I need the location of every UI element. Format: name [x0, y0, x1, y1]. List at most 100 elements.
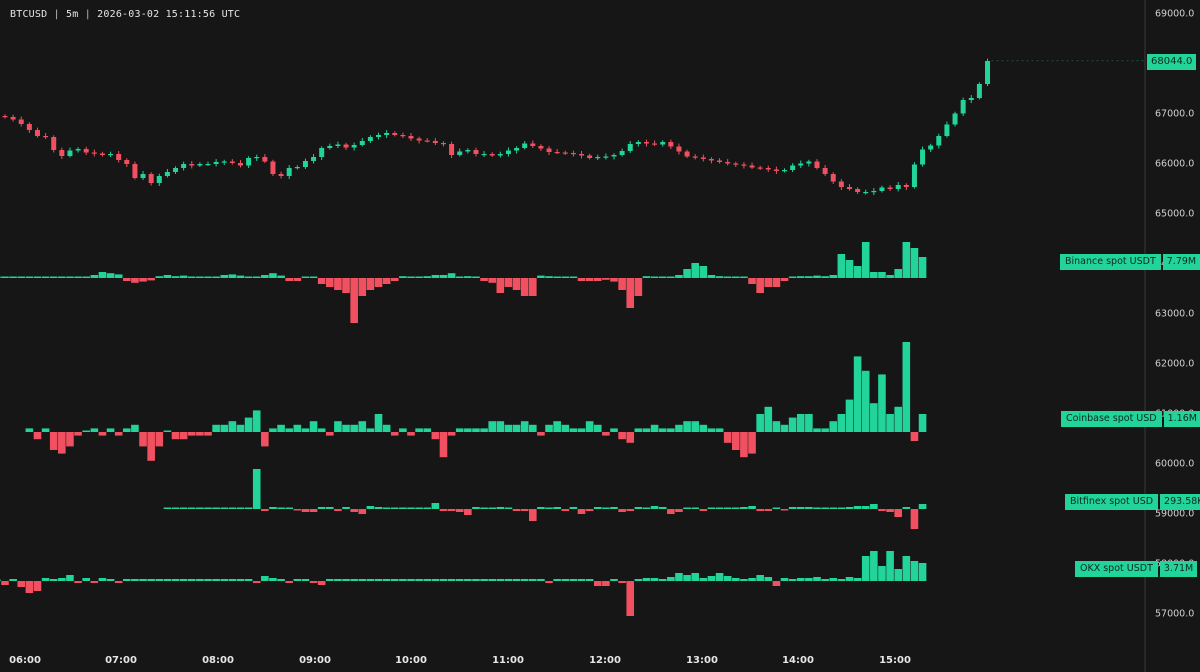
candle-body: [99, 153, 105, 155]
volume-bar-bitfinex: [569, 507, 578, 509]
volume-bar-binance: [212, 276, 220, 278]
volume-bar-bitfinex: [529, 509, 537, 521]
candle-body: [205, 164, 211, 166]
candle-body: [148, 174, 154, 183]
volume-bar-okx: [780, 578, 789, 581]
volume-bar-okx: [179, 579, 188, 581]
candle-body: [286, 168, 292, 176]
candle-body: [700, 157, 706, 159]
volume-bar-binance: [634, 278, 643, 296]
volume-bar-coinbase: [171, 432, 180, 440]
symbol-label: BTCUSD: [10, 9, 48, 20]
candle-body: [302, 161, 308, 167]
volume-bar-coinbase: [593, 424, 602, 432]
volume-bar-bitfinex: [626, 509, 635, 511]
candle-body: [570, 153, 576, 155]
volume-bar-coinbase: [667, 428, 675, 432]
volume-bar-coinbase: [764, 406, 773, 432]
candle-body: [124, 160, 130, 164]
volume-bar-bitfinex: [447, 509, 456, 511]
series-label-bitfinex: Bitfinex spot USD 293.58K: [1065, 494, 1200, 510]
volume-bar-okx: [407, 579, 415, 581]
volume-bar-bitfinex: [577, 509, 586, 514]
volume-bar-coinbase: [894, 406, 902, 432]
volume-bar-binance: [196, 276, 204, 278]
volume-bar-binance: [399, 276, 407, 278]
volume-bar-coinbase: [723, 432, 732, 443]
volume-bar-binance: [285, 278, 293, 281]
volume-bar-binance: [683, 269, 691, 278]
volume-bar-coinbase: [480, 428, 488, 432]
volume-bar-okx: [204, 579, 212, 581]
price-tick-label: 60000.0: [1155, 459, 1194, 470]
volume-bar-okx: [748, 578, 756, 581]
volume-bar-coinbase: [642, 428, 651, 432]
volume-bar-bitfinex: [821, 507, 829, 509]
volume-bar-coinbase: [204, 432, 212, 436]
volume-bar-coinbase: [293, 424, 302, 432]
volume-bar-bitfinex: [650, 506, 659, 509]
volume-bar-okx: [813, 577, 821, 581]
candle-body: [611, 155, 617, 157]
volume-bar-binance: [878, 272, 886, 278]
volume-bar-okx: [642, 578, 651, 581]
candle-body: [10, 117, 16, 120]
volume-bar-okx: [732, 578, 740, 581]
volume-bar-coinbase: [82, 430, 90, 432]
candle-body: [311, 157, 317, 161]
volume-bar-bitfinex: [561, 509, 570, 511]
volume-bar-binance: [163, 275, 172, 278]
volume-bar-okx: [309, 581, 318, 583]
volume-bar-okx: [228, 579, 237, 581]
series-value: 293.58K: [1160, 494, 1200, 510]
time-tick-label: 08:00: [202, 655, 234, 666]
series-name: Binance spot USDT: [1060, 254, 1161, 270]
volume-bar-binance: [74, 276, 82, 278]
volume-bar-okx: [577, 579, 586, 581]
volume-bar-okx: [837, 579, 846, 581]
volume-bar-okx: [504, 579, 513, 581]
volume-bar-bitfinex: [642, 507, 651, 509]
candle-body: [2, 116, 8, 118]
candle-body: [587, 155, 593, 158]
volume-bar-binance: [870, 272, 878, 278]
candle-body: [708, 159, 714, 161]
volume-bar-bitfinex: [317, 507, 326, 509]
candle-body: [278, 174, 284, 176]
volume-bar-okx: [261, 576, 269, 581]
volume-bar-coinbase: [837, 414, 846, 432]
volume-bar-okx: [699, 578, 708, 581]
volume-bar-coinbase: [179, 432, 188, 440]
volume-bar-coinbase: [675, 424, 683, 432]
candle-body: [676, 146, 682, 152]
volume-bar-coinbase: [350, 424, 358, 432]
volume-bar-bitfinex: [269, 507, 277, 509]
volume-bar-okx: [569, 579, 578, 581]
volume-bar-binance: [17, 276, 26, 278]
volume-bar-okx: [650, 578, 659, 581]
volume-bar-binance: [98, 272, 107, 278]
volume-bar-binance: [512, 278, 521, 290]
volume-bar-binance: [49, 276, 58, 278]
volume-bar-coinbase: [382, 424, 391, 432]
volume-bar-binance: [9, 276, 17, 278]
candle-body: [814, 161, 820, 168]
volume-bar-bitfinex: [902, 507, 911, 509]
volume-bar-bitfinex: [244, 507, 253, 509]
candle-body: [871, 191, 877, 193]
candle-body: [424, 140, 430, 142]
candle-body: [91, 152, 97, 154]
volume-bar-bitfinex: [715, 507, 724, 509]
volume-bar-bitfinex: [496, 507, 505, 509]
volume-bar-coinbase: [252, 410, 261, 432]
volume-bar-binance: [423, 276, 432, 278]
volume-bar-binance: [910, 248, 919, 278]
volume-bar-binance: [569, 276, 578, 278]
volume-bar-bitfinex: [187, 507, 196, 509]
interval-label[interactable]: 5m: [66, 9, 79, 20]
volume-bar-bitfinex: [593, 507, 602, 509]
volume-bar-okx: [82, 578, 90, 581]
volume-bar-coinbase: [326, 432, 334, 436]
